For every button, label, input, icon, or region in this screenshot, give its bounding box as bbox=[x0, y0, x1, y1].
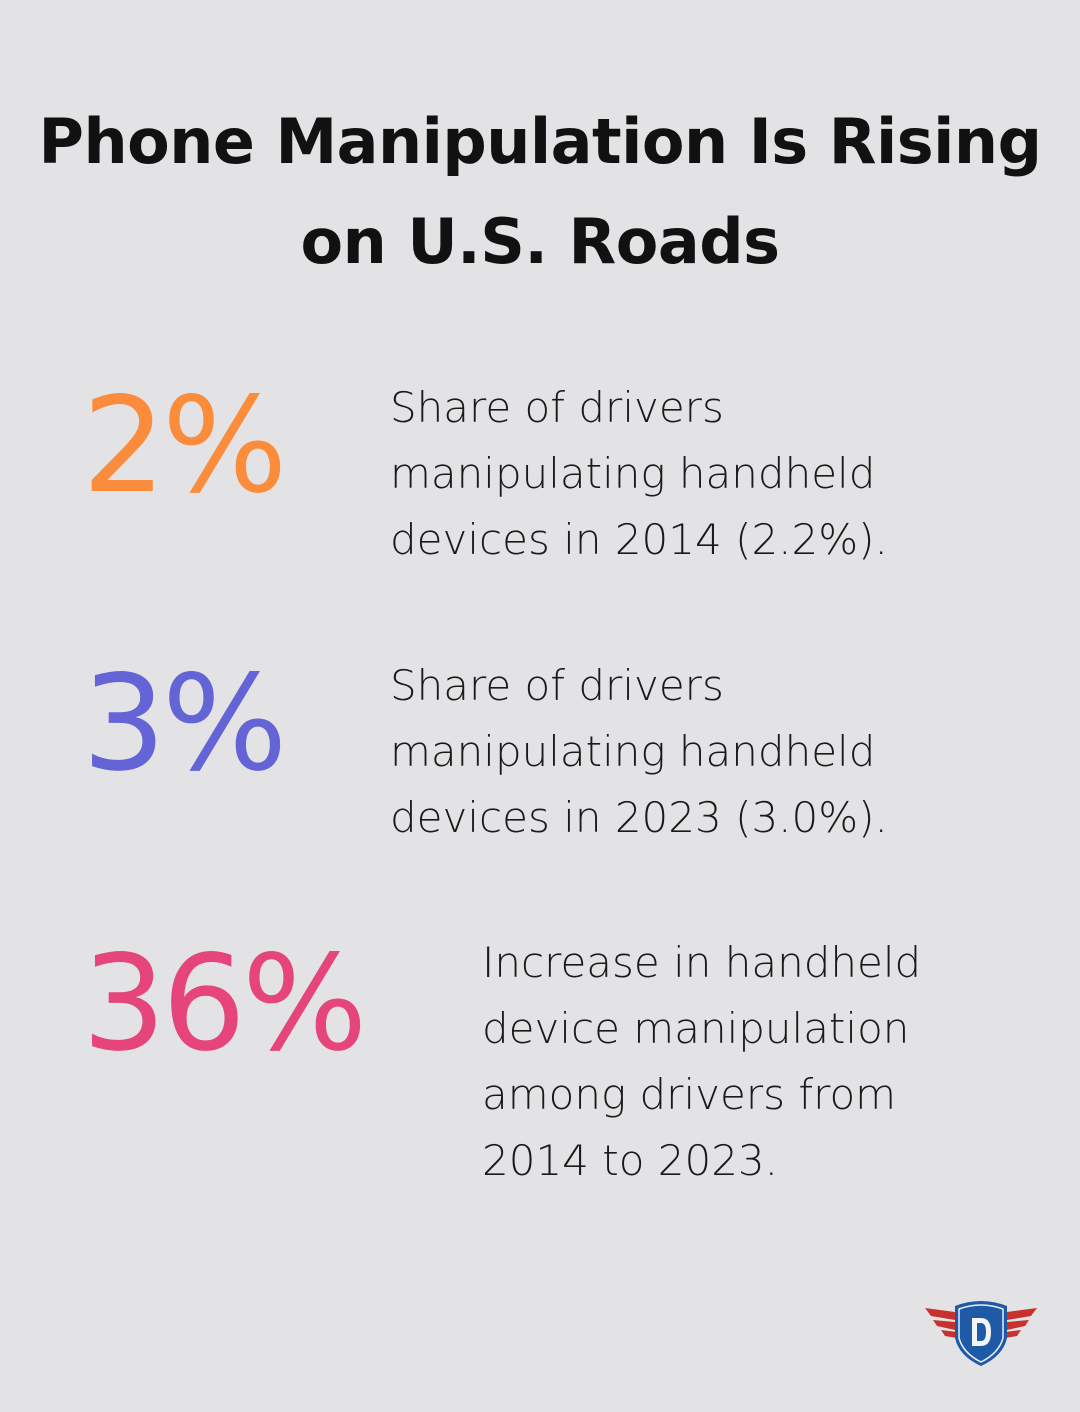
stat-description-increase: Increase in handheld device manipulation… bbox=[482, 938, 922, 1185]
stat-value-2014: 2% bbox=[82, 369, 287, 523]
page-title: Phone Manipulation Is Rising on U.S. Roa… bbox=[38, 105, 1042, 278]
stat-value-2023: 3% bbox=[82, 647, 287, 801]
stat-description-2014: Share of drivers manipulating handheld d… bbox=[390, 383, 888, 564]
stat-value-increase: 36% bbox=[82, 927, 367, 1081]
shield-logo-icon bbox=[925, 1301, 1037, 1366]
stat-description-2023: Share of drivers manipulating handheld d… bbox=[390, 661, 888, 842]
